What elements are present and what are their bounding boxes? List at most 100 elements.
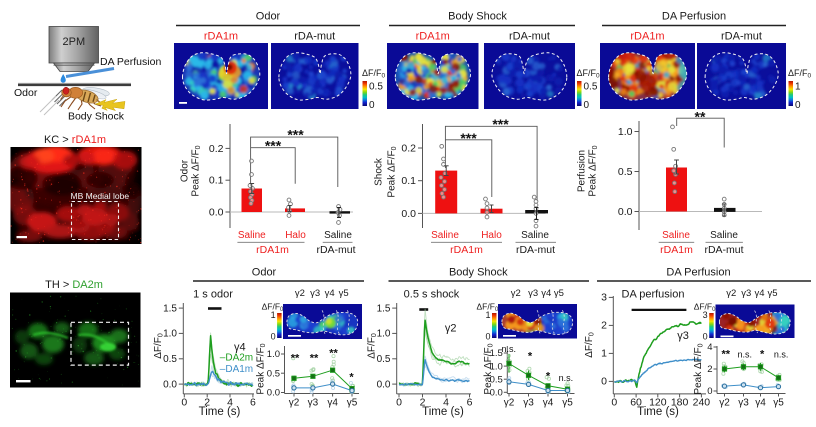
svg-text:n.s.: n.s. <box>774 350 789 360</box>
svg-text:3: 3 <box>601 292 607 304</box>
svg-text:0: 0 <box>584 100 590 111</box>
svg-text:Odor: Odor <box>180 159 191 182</box>
svg-text:0.0: 0.0 <box>490 388 503 399</box>
svg-text:rDA-mut: rDA-mut <box>316 244 355 256</box>
svg-text:Odor: Odor <box>256 11 281 23</box>
svg-text:240: 240 <box>693 397 711 409</box>
svg-text:γ5: γ5 <box>347 398 358 409</box>
svg-text:DA Perfusion: DA Perfusion <box>662 11 726 23</box>
svg-text:4: 4 <box>443 397 449 409</box>
svg-text:120: 120 <box>649 397 667 409</box>
svg-text:γ3: γ3 <box>523 398 534 409</box>
svg-text:0: 0 <box>396 397 402 409</box>
svg-text:1.5: 1.5 <box>377 303 391 314</box>
svg-text:1.0: 1.0 <box>490 361 503 372</box>
svg-text:ΔF/F0: ΔF/F0 <box>262 302 284 314</box>
svg-text:ΔF/F0: ΔF/F0 <box>577 68 601 80</box>
svg-text:Body Shock: Body Shock <box>68 111 125 123</box>
svg-text:6: 6 <box>467 397 473 409</box>
svg-text:6: 6 <box>250 397 256 409</box>
svg-text:n.s.: n.s. <box>559 373 574 383</box>
svg-text:0.5: 0.5 <box>369 82 383 93</box>
svg-text:Odor: Odor <box>252 267 277 279</box>
svg-text:rDA1m: rDA1m <box>450 244 483 256</box>
svg-text:2: 2 <box>420 397 426 409</box>
svg-text:0: 0 <box>611 397 617 409</box>
svg-text:γ4: γ4 <box>754 288 764 299</box>
svg-text:rDA-mut: rDA-mut <box>516 244 555 256</box>
svg-text:0.0: 0.0 <box>267 388 280 399</box>
svg-text:**: ** <box>310 353 319 365</box>
svg-text:rDA1m: rDA1m <box>256 244 289 256</box>
svg-text:***: *** <box>460 130 477 146</box>
svg-text:0.5: 0.5 <box>490 374 503 385</box>
svg-text:DA Perfusion: DA Perfusion <box>100 56 161 68</box>
svg-text:γ5: γ5 <box>562 398 573 409</box>
svg-text:γ5: γ5 <box>339 288 349 299</box>
svg-text:0.5 s shock: 0.5 s shock <box>404 289 460 301</box>
svg-text:4: 4 <box>227 397 233 409</box>
svg-text:1.0: 1.0 <box>377 329 391 340</box>
svg-text:TH > DA2m: TH > DA2m <box>45 279 103 291</box>
svg-text:Peak ΔF/F0: Peak ΔF/F0 <box>483 343 495 394</box>
svg-text:0.0: 0.0 <box>377 379 391 390</box>
svg-text:0: 0 <box>485 331 490 341</box>
svg-text:0.0: 0.0 <box>209 207 224 219</box>
svg-text:Body Shock: Body Shock <box>449 267 508 279</box>
svg-text:**: ** <box>695 109 706 125</box>
svg-text:0: 0 <box>795 100 801 111</box>
svg-text:0: 0 <box>601 376 607 388</box>
svg-text:0.0: 0.0 <box>401 208 416 220</box>
svg-text:ΔF/F0: ΔF/F0 <box>584 332 596 358</box>
svg-text:Time (s): Time (s) <box>422 406 464 418</box>
svg-text:Time (s): Time (s) <box>637 406 679 418</box>
svg-text:**: ** <box>329 348 338 360</box>
svg-text:Time (s): Time (s) <box>199 406 241 418</box>
svg-text:rDA-mut: rDA-mut <box>704 244 743 256</box>
svg-text:1: 1 <box>601 348 607 360</box>
svg-text:0.1: 0.1 <box>401 175 416 187</box>
svg-text:1.5: 1.5 <box>163 303 177 314</box>
svg-text:γ2: γ2 <box>511 288 521 299</box>
svg-text:ΔF/F0: ΔF/F0 <box>477 302 499 314</box>
svg-text:γ2: γ2 <box>295 288 305 299</box>
svg-text:γ3: γ3 <box>308 398 319 409</box>
svg-text:Peak ΔF/F0: Peak ΔF/F0 <box>256 343 268 394</box>
svg-text:***: *** <box>492 116 509 132</box>
svg-text:γ2: γ2 <box>504 398 515 409</box>
svg-text:γ4: γ4 <box>234 342 246 354</box>
svg-text:γ3: γ3 <box>741 288 751 299</box>
svg-text:–DA2m: –DA2m <box>220 353 253 364</box>
svg-text:Peak ΔF/F0: Peak ΔF/F0 <box>387 146 399 197</box>
svg-text:n.s.: n.s. <box>501 344 516 354</box>
svg-text:γ2: γ2 <box>445 323 457 335</box>
svg-text:Odor: Odor <box>14 87 38 99</box>
svg-text:1.0: 1.0 <box>618 126 633 138</box>
svg-text:DA Perfusion: DA Perfusion <box>666 267 730 279</box>
svg-text:γ3: γ3 <box>310 288 320 299</box>
svg-text:MB Medial lobe: MB Medial lobe <box>71 191 130 201</box>
svg-text:3: 3 <box>703 310 708 320</box>
svg-text:Peak ΔF/F0: Peak ΔF/F0 <box>588 145 600 196</box>
svg-text:***: *** <box>287 127 304 143</box>
svg-text:Saline: Saline <box>431 230 459 241</box>
svg-text:n.s.: n.s. <box>737 350 752 360</box>
svg-text:0.5: 0.5 <box>377 354 391 365</box>
svg-text:Body Shock: Body Shock <box>448 11 507 23</box>
svg-text:Peak ΔF/F0: Peak ΔF/F0 <box>191 145 203 196</box>
svg-text:–DA1m: –DA1m <box>220 364 253 375</box>
svg-text:rDA-mut: rDA-mut <box>509 31 550 43</box>
svg-text:4: 4 <box>707 342 712 353</box>
svg-text:Saline: Saline <box>662 230 690 241</box>
svg-text:0.5: 0.5 <box>618 166 633 178</box>
svg-text:***: *** <box>265 137 282 153</box>
svg-text:γ2: γ2 <box>719 398 730 409</box>
svg-text:Saline: Saline <box>710 230 738 241</box>
svg-text:0.0: 0.0 <box>618 206 633 218</box>
svg-text:0.2: 0.2 <box>401 143 416 155</box>
svg-text:1.5: 1.5 <box>490 348 503 359</box>
svg-text:1 s odor: 1 s odor <box>193 289 233 301</box>
svg-text:0: 0 <box>707 386 712 397</box>
svg-text:rDA-mut: rDA-mut <box>294 31 335 43</box>
svg-text:DA perfusion: DA perfusion <box>622 289 685 301</box>
